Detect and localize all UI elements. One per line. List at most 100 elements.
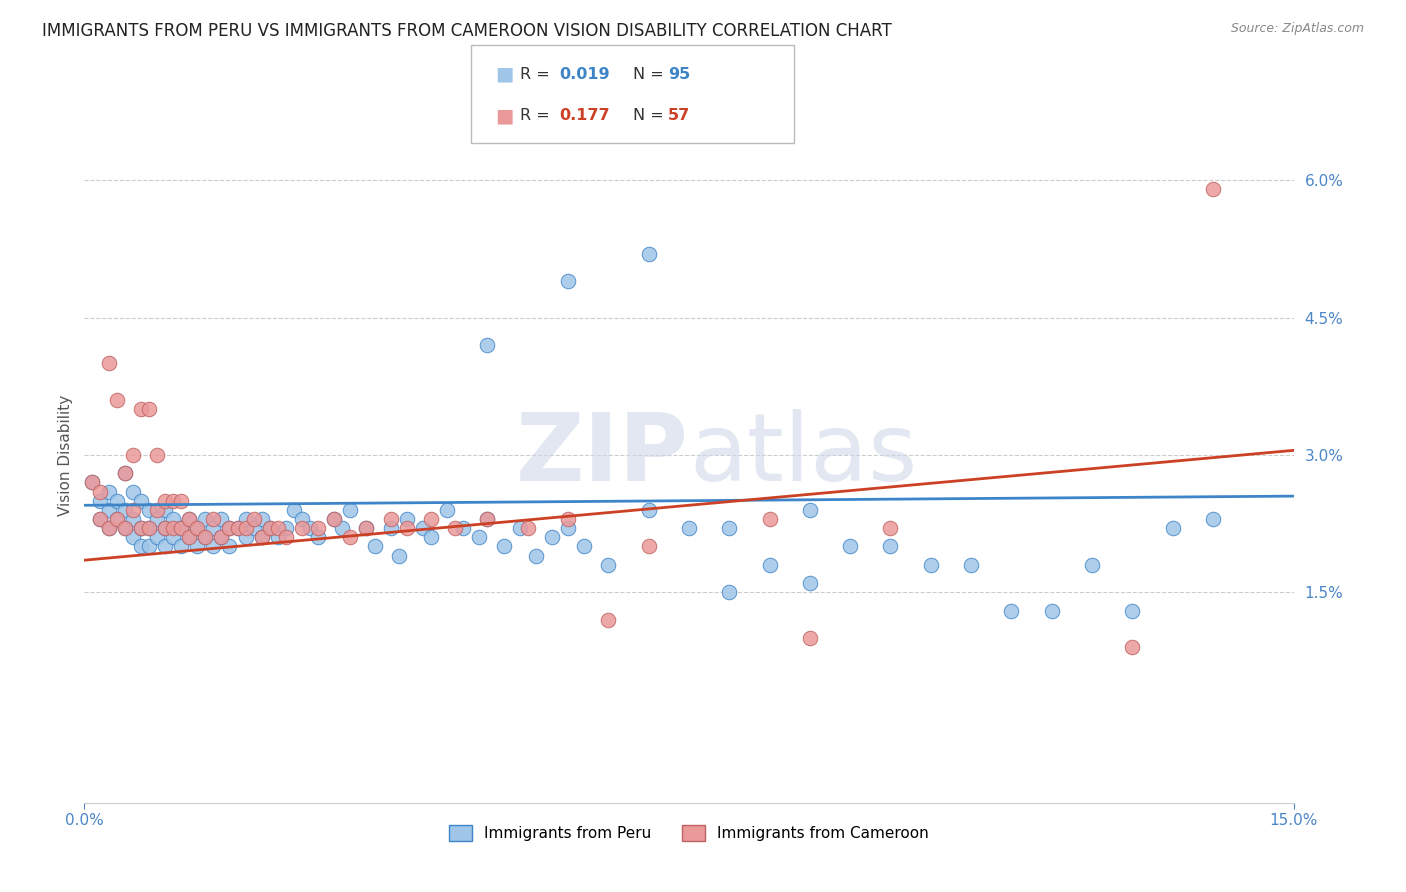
Point — [202, 540, 225, 554]
Point — [194, 512, 217, 526]
Point — [339, 503, 361, 517]
Point — [339, 530, 361, 544]
Point — [250, 512, 273, 526]
Point — [97, 521, 120, 535]
Point — [718, 521, 741, 535]
Point — [758, 558, 780, 572]
Point — [114, 467, 136, 481]
Point — [121, 512, 143, 526]
Point — [477, 512, 499, 526]
Point — [129, 521, 152, 535]
Point — [105, 392, 128, 407]
Point — [598, 558, 620, 572]
Point — [451, 521, 474, 535]
Point — [114, 521, 136, 535]
Point — [209, 512, 232, 526]
Point — [1000, 603, 1022, 617]
Point — [153, 503, 176, 517]
Point — [218, 521, 240, 535]
Point — [1161, 521, 1184, 535]
Point — [146, 530, 169, 544]
Point — [179, 530, 201, 544]
Point — [97, 521, 120, 535]
Point — [242, 521, 264, 535]
Text: 57: 57 — [668, 109, 690, 123]
Point — [799, 576, 821, 591]
Point — [162, 493, 184, 508]
Point — [129, 402, 152, 417]
Text: N =: N = — [633, 67, 669, 81]
Point — [105, 512, 128, 526]
Point — [97, 503, 120, 517]
Point — [121, 503, 143, 517]
Point — [395, 512, 418, 526]
Point — [153, 493, 176, 508]
Point — [1121, 640, 1143, 655]
Point — [226, 521, 249, 535]
Text: 95: 95 — [668, 67, 690, 81]
Point — [105, 493, 128, 508]
Point — [129, 493, 152, 508]
Point — [960, 558, 983, 572]
Point — [380, 512, 402, 526]
Point — [179, 512, 201, 526]
Point — [153, 540, 176, 554]
Point — [541, 530, 564, 544]
Point — [250, 530, 273, 544]
Point — [235, 512, 257, 526]
Point — [202, 512, 225, 526]
Point — [259, 521, 281, 535]
Point — [420, 530, 443, 544]
Point — [363, 540, 385, 554]
Point — [226, 521, 249, 535]
Point — [356, 521, 378, 535]
Point — [330, 521, 353, 535]
Point — [153, 521, 176, 535]
Point — [557, 521, 579, 535]
Point — [637, 246, 659, 260]
Point — [799, 503, 821, 517]
Point — [114, 467, 136, 481]
Point — [380, 521, 402, 535]
Point — [395, 521, 418, 535]
Point — [218, 521, 240, 535]
Point — [209, 530, 232, 544]
Text: 0.177: 0.177 — [560, 109, 610, 123]
Point — [138, 503, 160, 517]
Point — [121, 484, 143, 499]
Point — [879, 540, 901, 554]
Point — [82, 475, 104, 490]
Point — [516, 521, 538, 535]
Point — [114, 521, 136, 535]
Point — [121, 530, 143, 544]
Text: R =: R = — [520, 109, 555, 123]
Point — [267, 521, 290, 535]
Point — [598, 613, 620, 627]
Point — [444, 521, 467, 535]
Point — [97, 356, 120, 370]
Point — [186, 540, 208, 554]
Point — [170, 493, 193, 508]
Point — [162, 512, 184, 526]
Point — [637, 503, 659, 517]
Point — [307, 521, 329, 535]
Point — [186, 521, 208, 535]
Text: ■: ■ — [495, 64, 513, 84]
Point — [89, 512, 111, 526]
Point — [468, 530, 491, 544]
Point — [259, 521, 281, 535]
Point — [179, 530, 201, 544]
Point — [637, 540, 659, 554]
Point — [356, 521, 378, 535]
Point — [323, 512, 346, 526]
Point — [799, 631, 821, 645]
Point — [146, 503, 169, 517]
Point — [235, 521, 257, 535]
Point — [1081, 558, 1104, 572]
Legend: Immigrants from Peru, Immigrants from Cameroon: Immigrants from Peru, Immigrants from Ca… — [443, 819, 935, 847]
Point — [194, 530, 217, 544]
Point — [492, 540, 515, 554]
Point — [274, 521, 297, 535]
Point — [758, 512, 780, 526]
Point — [839, 540, 862, 554]
